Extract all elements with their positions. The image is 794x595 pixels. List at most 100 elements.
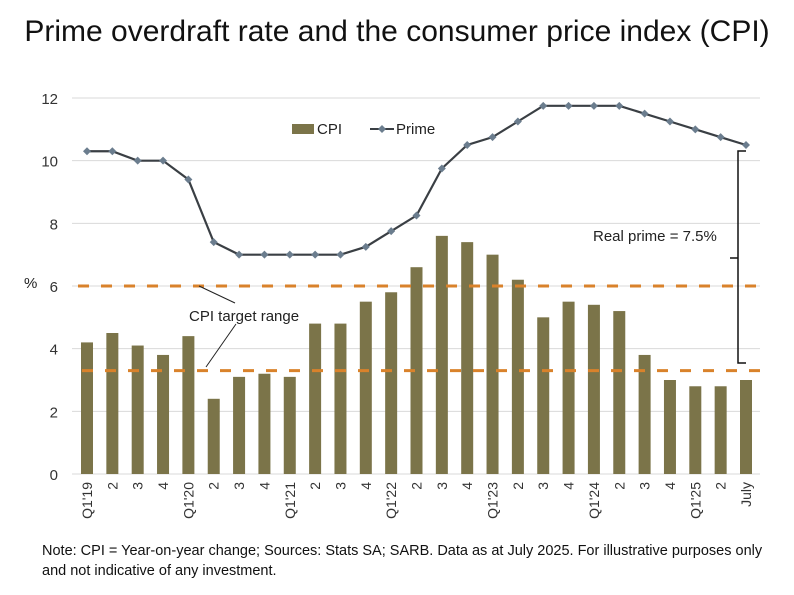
marker-prime xyxy=(184,175,193,184)
x-tick-label: 4 xyxy=(256,482,272,490)
bar-cpi xyxy=(385,292,398,474)
x-tick-label: 2 xyxy=(206,482,222,490)
marker-prime xyxy=(716,133,725,142)
y-tick-label: 0 xyxy=(50,467,58,484)
annotation-arrow xyxy=(205,323,237,368)
bar-cpi xyxy=(410,267,423,474)
marker-prime xyxy=(412,211,421,220)
annotation-real-prime: Real prime = 7.5% xyxy=(593,228,717,245)
bar-cpi xyxy=(182,336,195,474)
x-tick-label: 3 xyxy=(332,482,348,490)
marker-prime xyxy=(513,117,522,126)
marker-prime xyxy=(336,250,345,259)
x-tick-label: 2 xyxy=(713,482,729,490)
chart-title: Prime overdraft rate and the consumer pr… xyxy=(24,15,770,48)
marker-prime xyxy=(133,156,142,165)
bar-cpi xyxy=(689,386,702,474)
marker-prime xyxy=(665,117,674,126)
x-tick-label: 4 xyxy=(662,482,678,490)
bar-cpi xyxy=(714,386,727,474)
marker-prime xyxy=(589,101,598,110)
bar-cpi xyxy=(435,235,448,474)
x-tick-label: 3 xyxy=(637,482,653,490)
marker-prime xyxy=(260,250,269,259)
marker-prime xyxy=(285,250,294,259)
y-tick-label: 8 xyxy=(50,216,58,233)
marker-prime xyxy=(235,250,244,259)
marker-prime xyxy=(691,125,700,134)
chart-note: Note: CPI = Year-on-year change; Sources… xyxy=(42,543,763,579)
marker-prime xyxy=(83,147,91,156)
bar-cpi xyxy=(131,345,144,474)
chart-plot: 0 2 4 6 8 10 12% Q1'19 2 3 4 Q1'20 2 3 4 Q1'21 2 3 4 Q1'22 2… xyxy=(24,91,762,519)
marker-prime xyxy=(437,164,446,173)
marker-prime xyxy=(742,141,750,149)
bar-cpi xyxy=(638,354,651,474)
bar-cpi xyxy=(81,342,93,474)
bar-cpi xyxy=(537,317,550,474)
bar-cpi xyxy=(258,373,271,474)
bar-cpi xyxy=(511,279,524,474)
y-tick-label: 10 xyxy=(41,154,58,171)
marker-prime xyxy=(209,238,218,247)
bar-cpi xyxy=(207,398,220,474)
x-tick-label: July xyxy=(738,482,754,507)
x-tick-label: Q1'22 xyxy=(383,482,399,519)
marker-prime xyxy=(108,147,117,156)
marker-prime xyxy=(564,101,573,110)
marker-prime xyxy=(361,242,370,251)
bar-cpi xyxy=(157,354,170,474)
marker-prime xyxy=(640,109,649,118)
x-tick-label: Q1'24 xyxy=(586,482,602,519)
bar-cpi xyxy=(359,301,372,474)
annotation-arrow xyxy=(198,285,236,304)
x-tick-label: Q1'25 xyxy=(687,482,703,519)
bar-cpi xyxy=(613,311,626,474)
x-tick-label: 2 xyxy=(611,482,627,490)
marker-prime xyxy=(159,156,168,165)
y-tick-label: 6 xyxy=(50,279,58,296)
marker-prime xyxy=(488,133,497,142)
y-tick-label: 4 xyxy=(50,342,58,359)
y-tick-label: 12 xyxy=(41,91,58,108)
bar-cpi xyxy=(740,380,752,474)
marker-prime xyxy=(311,250,320,259)
x-tick-label: Q1'20 xyxy=(180,482,196,519)
bar-cpi xyxy=(283,376,296,474)
y-axis-label: % xyxy=(24,275,37,292)
bar-cpi xyxy=(562,301,575,474)
bar-cpi xyxy=(309,323,322,474)
x-tick-label: Q1'19 xyxy=(79,482,95,519)
x-tick-label: 4 xyxy=(459,482,475,490)
marker-prime xyxy=(463,141,472,149)
x-tick-label: 4 xyxy=(561,482,577,490)
x-tick-label: Q1'23 xyxy=(485,482,501,519)
x-tick-label: 2 xyxy=(409,482,425,490)
bar-cpi xyxy=(486,254,499,474)
legend-swatch-cpi xyxy=(292,124,314,134)
bar-cpi xyxy=(233,376,246,474)
x-tick-label: 2 xyxy=(510,482,526,490)
bar-cpi xyxy=(461,242,474,474)
legend-label-prime: Prime xyxy=(396,121,435,138)
bar-cpi xyxy=(334,323,347,474)
bar-cpi xyxy=(106,333,119,474)
legend-label-cpi: CPI xyxy=(317,121,342,138)
x-tick-label: Q1'21 xyxy=(282,482,298,519)
bar-cpi xyxy=(663,380,676,474)
annotation-target-range: CPI target range xyxy=(189,308,299,325)
marker-prime xyxy=(387,227,396,236)
x-tick-label: 2 xyxy=(307,482,323,490)
real-prime-brace xyxy=(730,150,746,364)
x-tick-label: 4 xyxy=(155,482,171,490)
bar-cpi xyxy=(587,304,600,474)
legend-marker-prime xyxy=(378,125,386,133)
x-tick-label: 3 xyxy=(130,482,146,490)
y-tick-label: 2 xyxy=(50,404,58,421)
marker-prime xyxy=(539,101,548,110)
x-tick-label: 4 xyxy=(358,482,374,490)
x-tick-label: 3 xyxy=(231,482,247,490)
x-tick-label: 3 xyxy=(535,482,551,490)
x-tick-label: 3 xyxy=(434,482,450,490)
